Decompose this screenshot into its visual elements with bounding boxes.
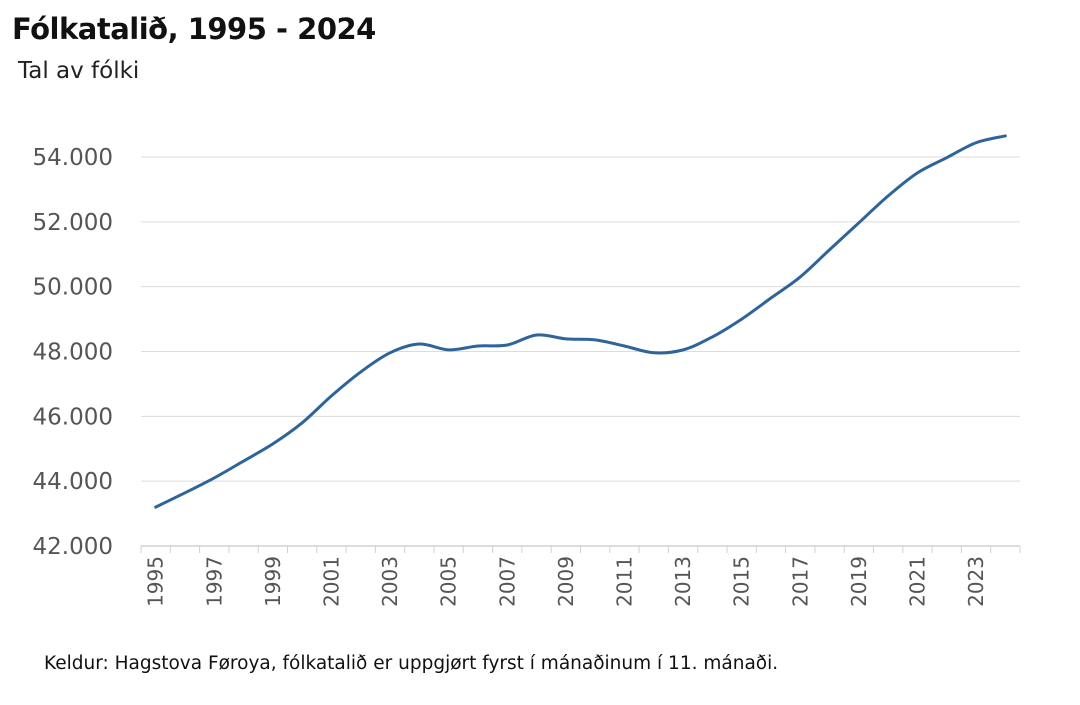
x-tick-label: 2019 (847, 556, 871, 607)
y-tick-label: 42.000 (33, 534, 113, 560)
x-tick-label: 2023 (964, 556, 988, 607)
x-tick-label: 1995 (144, 556, 168, 607)
y-tick-label: 50.000 (33, 275, 113, 301)
x-tick-label: 2009 (554, 556, 578, 607)
source-note: Keldur: Hagstova Føroya, fólkatalið er u… (44, 653, 779, 674)
y-tick-label: 44.000 (33, 469, 113, 495)
x-tick-label: 1997 (202, 556, 226, 607)
x-tick-label: 2003 (378, 556, 402, 607)
chart-title: Fólkatalið, 1995 - 2024 (12, 12, 376, 46)
x-tick-label: 2013 (671, 556, 695, 607)
x-tick-label: 2011 (612, 556, 636, 607)
x-tick-label: 1999 (261, 556, 285, 607)
y-tick-label: 52.000 (33, 210, 113, 236)
x-tick-label: 2001 (319, 556, 343, 607)
x-tick-label: 2015 (730, 556, 754, 607)
y-tick-label: 54.000 (33, 145, 113, 171)
y-tick-label: 48.000 (33, 340, 113, 366)
y-tick-label: 46.000 (33, 404, 113, 430)
x-tick-label: 2007 (495, 556, 519, 607)
x-tick-label: 2005 (437, 556, 461, 607)
x-tick-label: 2017 (788, 556, 812, 607)
chart-subtitle: Tal av fólki (18, 58, 140, 84)
series-line (154, 134, 1007, 509)
x-tick-label: 2021 (905, 556, 929, 607)
